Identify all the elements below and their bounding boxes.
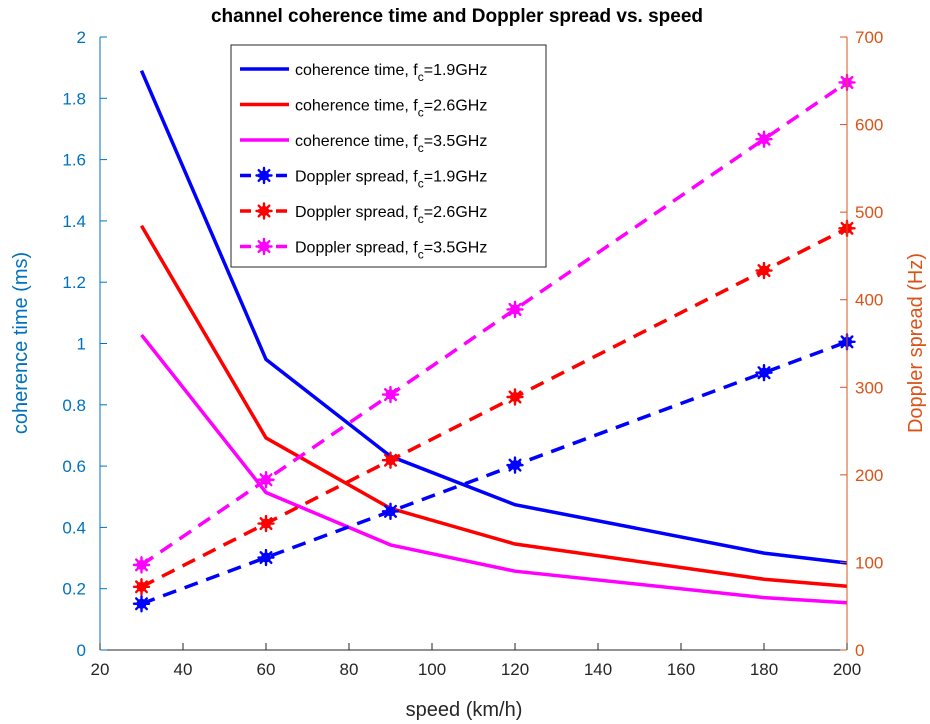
y-left-tick-label: 2 <box>77 28 86 47</box>
data-point <box>381 451 400 469</box>
data-point <box>755 363 773 382</box>
x-axis-label: speed (km/h) <box>406 699 523 721</box>
y-right-tick-label: 400 <box>855 291 883 310</box>
x-tick-label: 200 <box>833 660 861 679</box>
y-right-tick-label: 500 <box>855 203 883 222</box>
data-point <box>381 385 400 404</box>
data-point <box>506 300 524 319</box>
data-point <box>132 595 151 613</box>
y-right-tick-label: 600 <box>855 116 883 135</box>
x-tick-label: 180 <box>750 660 778 679</box>
legend: coherence time, fc=1.9GHz coherence time,… <box>230 44 547 268</box>
legend-label: Doppler spread, fc=2.6GHz <box>295 204 487 226</box>
doppler-line-3 <box>140 340 848 606</box>
y-left-tick-label: 0.8 <box>62 396 86 415</box>
coherence-line-2 <box>140 333 848 605</box>
legend-entry: coherence time, fc=1.9GHz <box>240 62 487 84</box>
legend-entry: coherence time, fc=2.6GHz <box>240 98 487 120</box>
data-point <box>257 471 275 489</box>
data-point <box>755 130 773 148</box>
ticks: 20 40 60 80 100 120 140 160 180 20000.20.40.60.81… <box>62 28 883 679</box>
y-right-tick-label: 200 <box>855 466 883 485</box>
legend-entry: Doppler spread, fc=1.9GHz <box>240 166 487 191</box>
legend-entry: Doppler spread, fc=2.6GHz <box>240 202 487 226</box>
data-point <box>132 578 151 596</box>
x-tick-label: 160 <box>667 660 695 679</box>
legend-label: coherence time, fc=3.5GHz <box>295 133 487 155</box>
x-tick-label: 20 <box>91 660 110 679</box>
x-tick-label: 60 <box>257 660 276 679</box>
data-point <box>381 502 400 521</box>
y-right-tick-label: 700 <box>855 28 883 47</box>
x-tick-label: 80 <box>340 660 359 679</box>
x-tick-label: 40 <box>174 660 193 679</box>
data-point <box>255 237 273 256</box>
data-point <box>255 166 273 185</box>
y-axis-left-label: coherence time (ms) <box>10 252 32 434</box>
y-left-tick-label: 1.2 <box>62 273 86 292</box>
plot-lines <box>139 70 848 606</box>
coherence-line-0 <box>139 70 848 565</box>
legend-label: coherence time, fc=2.6GHz <box>295 98 487 120</box>
data-point <box>755 261 773 280</box>
x-tick-label: 100 <box>418 660 446 679</box>
chart-title: channel coherence time and Doppler sprea… <box>211 6 703 27</box>
y-right-tick-label: 0 <box>855 641 864 660</box>
y-left-tick-label: 0 <box>77 641 86 660</box>
data-point <box>257 514 275 533</box>
legend-label: coherence time, fc=1.9GHz <box>295 62 487 84</box>
doppler-line-5 <box>140 80 848 567</box>
coherence-line-1 <box>139 224 848 588</box>
doppler-line-4 <box>140 226 848 589</box>
legend-label: Doppler spread, fc=1.9GHz <box>295 169 487 191</box>
legend-entry: coherence time, fc=3.5GHz <box>240 133 487 155</box>
data-point <box>506 456 524 474</box>
y-left-tick-label: 1 <box>77 335 86 354</box>
legend-label: Doppler spread, fc=3.5GHz <box>295 240 487 262</box>
data-point <box>257 548 275 567</box>
x-tick-label: 140 <box>584 660 612 679</box>
data-point <box>506 388 524 406</box>
y-left-tick-label: 0.2 <box>62 580 86 599</box>
y-left-tick-label: 1.4 <box>62 212 86 231</box>
x-tick-label: 120 <box>501 660 529 679</box>
data-point <box>255 202 273 220</box>
legend-box <box>230 44 547 268</box>
data-point <box>132 556 151 574</box>
y-right-tick-label: 300 <box>855 378 883 397</box>
y-axis-right-label: Doppler spread (Hz) <box>905 253 927 433</box>
y-left-tick-label: 0.6 <box>62 457 86 476</box>
y-left-tick-label: 1.6 <box>62 151 86 170</box>
y-right-tick-label: 100 <box>855 553 883 572</box>
y-left-tick-label: 1.8 <box>62 89 86 108</box>
legend-entry: Doppler spread, fc=3.5GHz <box>240 237 487 262</box>
y-left-tick-label: 0.4 <box>62 518 86 537</box>
